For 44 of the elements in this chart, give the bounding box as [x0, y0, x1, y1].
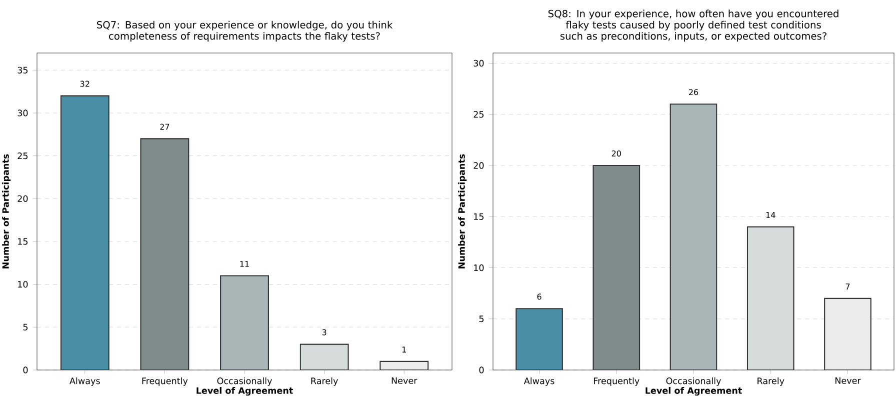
x-tick-label: Always	[524, 377, 554, 386]
chart-title: SQ8: In your experience, how often have you encountered flaky tests caused by poorly defined test conditions such as preconditions, inputs, or expected outcomes?	[548, 10, 838, 42]
data-label: 1	[402, 346, 406, 352]
y-tick-label: 25	[18, 152, 28, 160]
y-tick-label: 5	[479, 316, 484, 322]
y-tick-label: 30	[18, 110, 28, 116]
x-tick-label: Rarely	[758, 377, 784, 386]
data-label: 14	[766, 212, 776, 218]
data-label: 27	[160, 124, 170, 130]
data-label: 20	[612, 150, 621, 157]
x-tick-label: Never	[835, 377, 861, 384]
y-axis-title: Number of Participants	[458, 154, 467, 268]
data-label: 3	[322, 329, 326, 336]
y-tick-label: 10	[474, 264, 484, 272]
x-tick-label: Frequently	[142, 377, 188, 386]
data-label: 11	[240, 260, 249, 267]
x-tick-label: Occasionally	[666, 377, 721, 386]
y-tick-label: 0	[479, 366, 484, 374]
y-axis-title: Number of Participants	[2, 154, 11, 268]
y-tick-label: 15	[474, 213, 484, 220]
y-tick-label: 20	[474, 162, 484, 169]
y-tick-label: 10	[18, 281, 28, 288]
data-label: 26	[688, 89, 698, 96]
data-label: 7	[846, 284, 850, 290]
x-tick-label: Never	[392, 377, 418, 384]
x-tick-label: Occasionally	[217, 377, 272, 386]
y-tick-label: 0	[23, 366, 28, 374]
bar	[60, 95, 110, 370]
y-tick-label: 30	[474, 60, 484, 67]
data-label: 6	[537, 294, 542, 300]
y-tick-label: 20	[18, 195, 28, 202]
y-tick-label: 15	[18, 238, 28, 245]
x-tick-label: Rarely	[311, 377, 338, 386]
x-tick-label: Frequently	[594, 377, 640, 386]
x-axis-title: Level of Agreement	[646, 387, 742, 396]
x-tick-label: Always	[70, 377, 100, 386]
data-label: 32	[80, 80, 90, 87]
chart-title: SQ7: Based on your experience or knowledge, do you think completeness of requirements impacts the flaky tests?	[97, 20, 393, 42]
y-tick-label: 25	[474, 111, 484, 118]
y-tick-label: 35	[18, 66, 28, 74]
bar	[516, 308, 563, 370]
y-tick-label: 5	[23, 324, 28, 330]
bar	[670, 104, 718, 370]
x-axis-title: Level of Agreement	[196, 387, 293, 396]
